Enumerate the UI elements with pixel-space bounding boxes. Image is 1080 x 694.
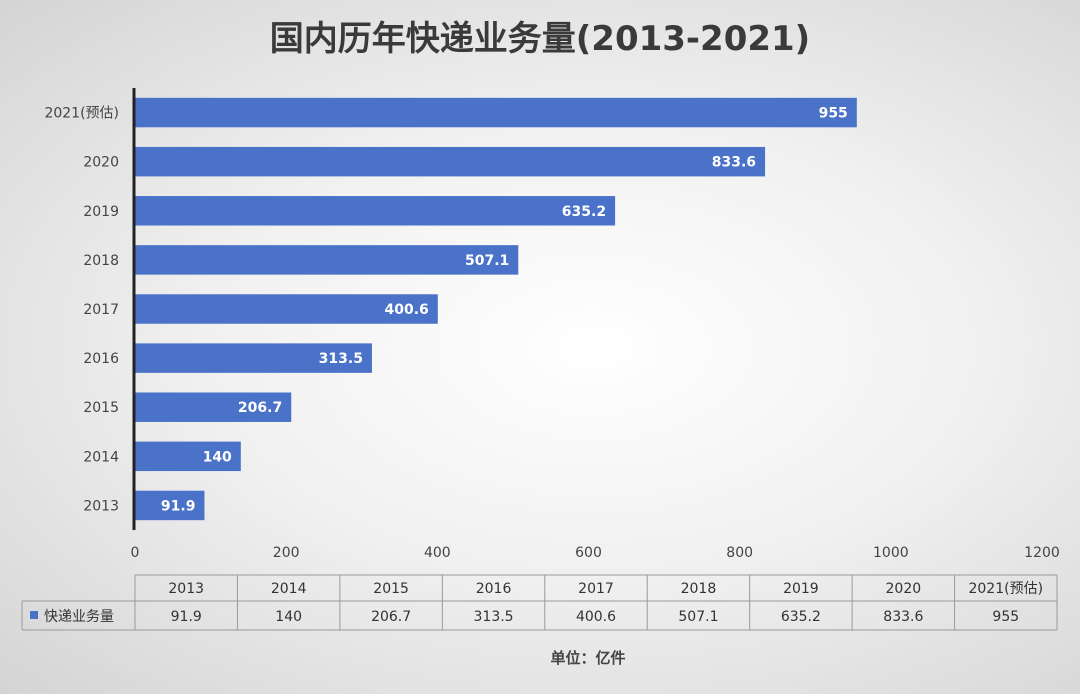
- table-header-2018: 2018: [681, 581, 717, 597]
- bar-2014: [135, 441, 241, 472]
- category-label-2019: 2019: [83, 204, 119, 220]
- x-tick-label-1200: 1200: [1024, 545, 1060, 561]
- value-label-2020: 833.6: [712, 155, 756, 171]
- table-header-2019: 2019: [783, 581, 819, 597]
- category-label-2021(预估): 2021(预估): [44, 106, 119, 122]
- chart-title: 国内历年快递业务量(2013-2021): [270, 19, 810, 59]
- table-value-2020: 833.6: [883, 609, 923, 625]
- axis-layer: 2013 2014 2015 2016 2017 2018 2019 2020 2021(预估)…: [44, 88, 1060, 561]
- category-label-2016: 2016: [83, 351, 119, 367]
- value-label-2013: 91.9: [161, 498, 196, 514]
- data-table: 2013 91.9 2014 140 2015 206.7 2016 313.5 2017 400…: [21, 574, 1058, 631]
- x-tick-label-600: 600: [575, 545, 602, 561]
- bars-layer: 91.9 140 206.7 313.5 400.6 507.1 635.2 833.6 955: [135, 97, 857, 521]
- value-label-2018: 507.1: [465, 253, 509, 269]
- table-header-2021(预估): 2021(预估): [968, 581, 1043, 597]
- bar-2019: [135, 196, 616, 226]
- value-label-2019: 635.2: [562, 204, 606, 220]
- legend-key: [30, 611, 38, 619]
- category-label-2013: 2013: [83, 498, 119, 514]
- table-header-2020: 2020: [886, 581, 922, 597]
- value-label-2021(预估): 955: [819, 106, 848, 122]
- bar-2017: [135, 294, 438, 324]
- table-header-2016: 2016: [476, 581, 512, 597]
- table-value-2016: 313.5: [474, 609, 514, 625]
- unit-note: 单位：亿件: [550, 649, 625, 667]
- table-header-2015: 2015: [373, 581, 409, 597]
- bar-2018: [135, 245, 519, 275]
- category-label-2018: 2018: [83, 253, 119, 269]
- bar-2021(预估): [135, 97, 857, 128]
- table-value-2013: 91.9: [171, 609, 202, 625]
- table-header-2013: 2013: [168, 581, 204, 597]
- table-header-2014: 2014: [271, 581, 307, 597]
- table-value-2014: 140: [275, 609, 302, 625]
- x-tick-label-0: 0: [131, 545, 140, 561]
- category-label-2020: 2020: [83, 155, 119, 171]
- table-value-2019: 635.2: [781, 609, 821, 625]
- table-value-2017: 400.6: [576, 609, 616, 625]
- bar-2016: [135, 343, 372, 373]
- x-tick-label-200: 200: [273, 545, 300, 561]
- bar-2020: [135, 146, 766, 177]
- value-label-2015: 206.7: [238, 400, 282, 416]
- x-tick-label-800: 800: [726, 545, 753, 561]
- value-label-2014: 140: [203, 449, 232, 465]
- x-tick-label-1000: 1000: [873, 545, 909, 561]
- value-label-2016: 313.5: [319, 351, 363, 367]
- table-value-2018: 507.1: [678, 609, 718, 625]
- bar-2015: [135, 392, 292, 422]
- x-tick-label-400: 400: [424, 545, 451, 561]
- series-name: 快递业务量: [44, 609, 114, 625]
- value-label-2017: 400.6: [384, 302, 428, 318]
- table-value-2021(预估): 955: [992, 609, 1019, 625]
- bar-2013: [135, 490, 205, 521]
- table-value-2015: 206.7: [371, 609, 411, 625]
- category-label-2014: 2014: [83, 449, 119, 465]
- category-label-2017: 2017: [83, 302, 119, 318]
- table-header-2017: 2017: [578, 581, 614, 597]
- category-label-2015: 2015: [83, 400, 119, 416]
